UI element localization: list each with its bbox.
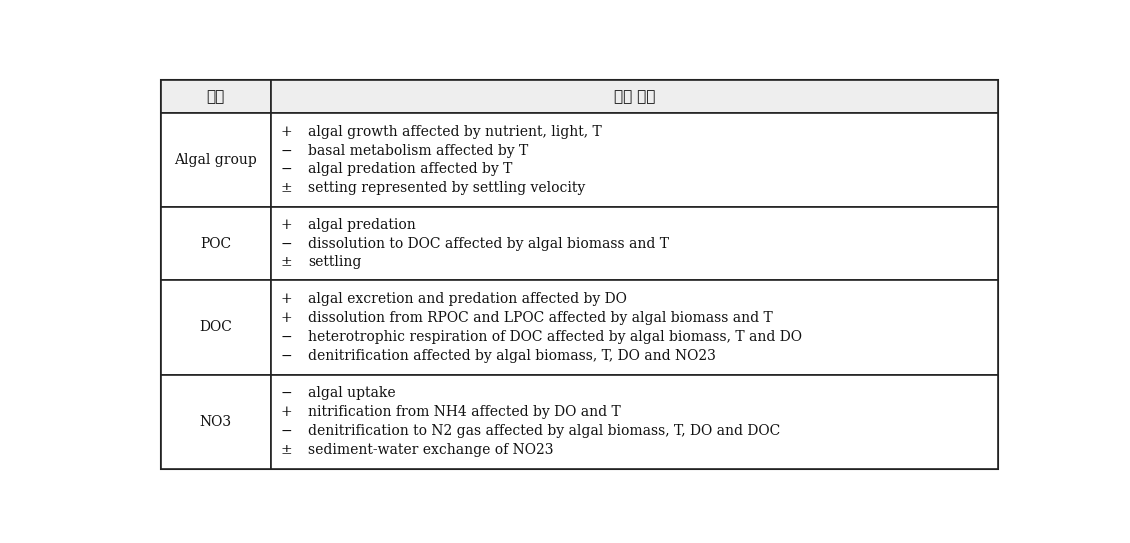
Text: algal uptake: algal uptake: [307, 387, 396, 400]
Text: +: +: [281, 311, 293, 325]
Text: POC: POC: [200, 237, 232, 251]
Text: 항목: 항목: [207, 89, 225, 104]
Text: dissolution to DOC affected by algal biomass and T: dissolution to DOC affected by algal bio…: [307, 237, 669, 251]
Text: ±: ±: [281, 443, 293, 457]
Text: −: −: [281, 237, 293, 251]
Text: basal metabolism affected by T: basal metabolism affected by T: [307, 143, 528, 157]
Bar: [271, 207, 998, 280]
Text: nitrification from NH4 affected by DO and T: nitrification from NH4 affected by DO an…: [307, 405, 620, 419]
Text: Algal group: Algal group: [174, 153, 258, 167]
Text: denitrification to N2 gas affected by algal biomass, T, DO and DOC: denitrification to N2 gas affected by al…: [307, 424, 780, 438]
Text: 반응 기작: 반응 기작: [614, 89, 655, 104]
Bar: [160, 207, 271, 280]
Bar: [160, 113, 271, 207]
Bar: [160, 375, 271, 469]
Text: settling: settling: [307, 255, 362, 269]
Text: dissolution from RPOC and LPOC affected by algal biomass and T: dissolution from RPOC and LPOC affected …: [307, 311, 773, 325]
Bar: [160, 280, 271, 375]
Text: +: +: [281, 405, 293, 419]
Text: −: −: [281, 143, 293, 157]
Text: +: +: [281, 125, 293, 138]
Text: +: +: [281, 292, 293, 306]
Text: algal predation affected by T: algal predation affected by T: [307, 162, 512, 176]
Bar: [160, 80, 271, 113]
Text: algal excretion and predation affected by DO: algal excretion and predation affected b…: [307, 292, 627, 306]
Text: sediment-water exchange of NO23: sediment-water exchange of NO23: [307, 443, 554, 457]
Text: DOC: DOC: [199, 320, 232, 334]
Text: denitrification affected by algal biomass, T, DO and NO23: denitrification affected by algal biomas…: [307, 349, 715, 363]
Text: ±: ±: [281, 255, 293, 269]
Text: algal growth affected by nutrient, light, T: algal growth affected by nutrient, light…: [307, 125, 601, 138]
Text: setting represented by settling velocity: setting represented by settling velocity: [307, 181, 585, 195]
Text: heterotrophic respiration of DOC affected by algal biomass, T and DO: heterotrophic respiration of DOC affecte…: [307, 330, 802, 344]
Text: ±: ±: [281, 181, 293, 195]
Bar: [271, 80, 998, 113]
Bar: [271, 113, 998, 207]
Text: −: −: [281, 162, 293, 176]
Text: algal predation: algal predation: [307, 218, 416, 232]
Bar: [271, 280, 998, 375]
Text: −: −: [281, 330, 293, 344]
Text: −: −: [281, 387, 293, 400]
Bar: [271, 375, 998, 469]
Text: NO3: NO3: [200, 415, 232, 428]
Text: +: +: [281, 218, 293, 232]
Text: −: −: [281, 349, 293, 363]
Text: −: −: [281, 424, 293, 438]
